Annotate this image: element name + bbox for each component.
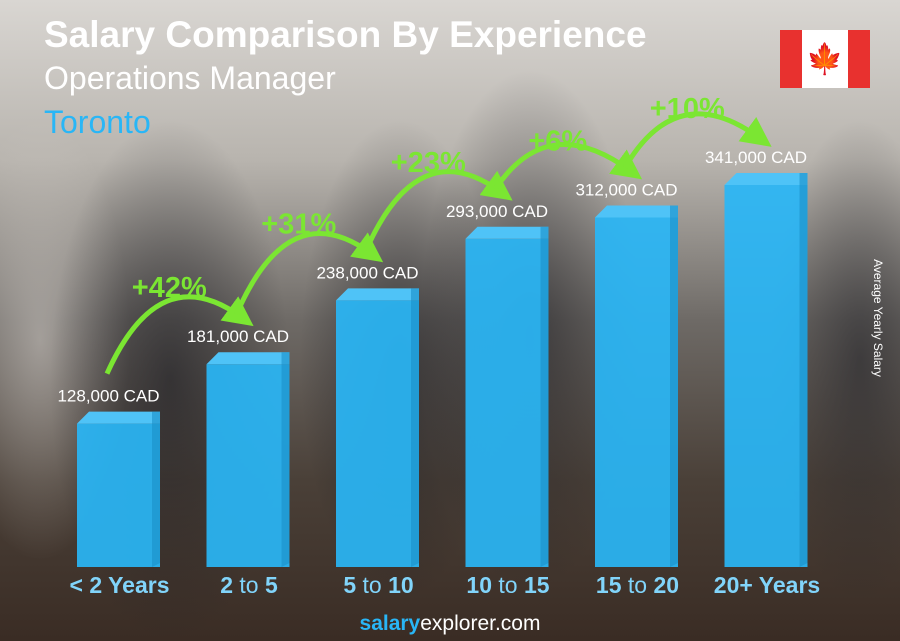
chart-title: Salary Comparison By Experience — [44, 14, 647, 55]
bar-top-3 — [465, 226, 549, 239]
bar-side-2 — [411, 288, 419, 567]
increase-arrow-2 — [363, 169, 513, 252]
increase-label-2: +23% — [391, 147, 466, 179]
category-label-3: 10 to 15 — [466, 572, 549, 598]
site-brand: salaryexplorer.com — [0, 612, 900, 636]
category-label-4: 15 to 20 — [596, 572, 679, 598]
bar-1 — [206, 364, 290, 567]
increase-label-3: +6% — [528, 125, 587, 157]
bar-top-4 — [595, 205, 678, 218]
value-label-3: 293,000 CAD — [446, 202, 548, 221]
value-label-1: 181,000 CAD — [187, 327, 289, 346]
bar-top-0 — [77, 411, 160, 424]
job-title: Operations Manager — [44, 60, 336, 96]
increase-arrow-1 — [234, 230, 384, 316]
category-label-2: 5 to 10 — [343, 572, 413, 598]
bar-0 — [77, 423, 160, 567]
bar-side-1 — [281, 352, 290, 567]
category-label-1: 2 to 5 — [220, 572, 278, 598]
value-label-5: 341,000 CAD — [705, 148, 807, 167]
bar-side-3 — [540, 226, 549, 568]
bar-3 — [465, 238, 549, 568]
increase-arrow-4 — [622, 111, 772, 169]
canada-flag-icon: 🍁 — [780, 30, 870, 88]
bar-4 — [595, 217, 678, 567]
value-label-4: 312,000 CAD — [575, 180, 677, 199]
increase-label-4: +10% — [650, 93, 725, 125]
increase-label-0: +42% — [132, 272, 207, 304]
location: Toronto — [44, 104, 151, 140]
bar-2 — [336, 300, 419, 567]
increase-arrow-0 — [104, 294, 254, 375]
bar-side-4 — [670, 205, 678, 567]
value-label-2: 238,000 CAD — [316, 263, 418, 282]
bar-side-0 — [152, 411, 160, 567]
bar-side-5 — [799, 173, 808, 567]
brand-rest: explorer.com — [420, 612, 541, 635]
brand-bold: salary — [359, 612, 421, 635]
bar-5 — [724, 185, 808, 567]
bar-top-2 — [336, 288, 419, 301]
category-label-0: < 2 Years — [70, 572, 170, 598]
value-label-0: 128,000 CAD — [57, 387, 159, 406]
bar-top-5 — [724, 173, 808, 185]
category-label-5: 20+ Years — [714, 572, 820, 598]
increase-arrow-3 — [493, 141, 643, 191]
increase-label-1: +31% — [261, 208, 336, 240]
bar-top-1 — [206, 352, 290, 365]
